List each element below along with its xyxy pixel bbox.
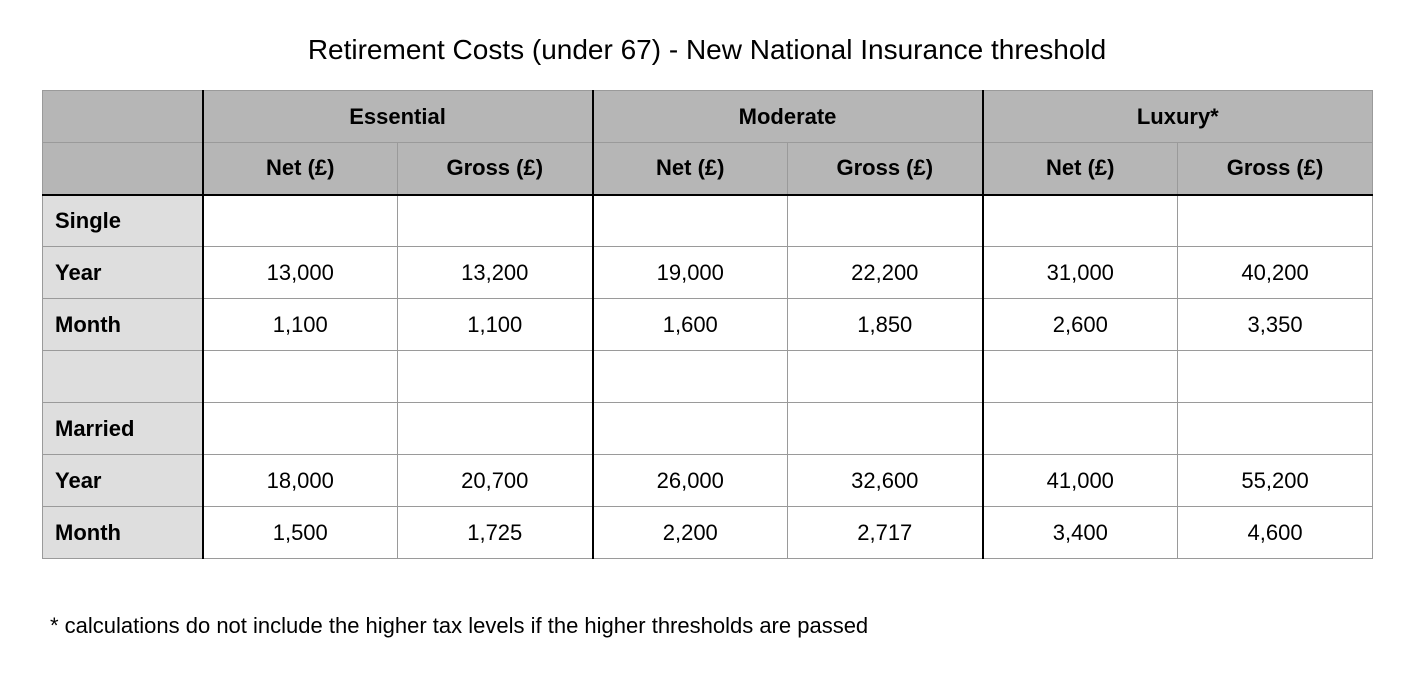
value-cell: 2,717: [788, 507, 983, 559]
value-cell: 3,350: [1178, 299, 1373, 351]
single-month-row: Month 1,100 1,100 1,600 1,850 2,600 3,35…: [43, 299, 1373, 351]
value-cell: 55,200: [1178, 455, 1373, 507]
empty-cell: [983, 195, 1178, 247]
empty-cell: [593, 351, 788, 403]
empty-cell: [203, 351, 398, 403]
empty-cell: [398, 403, 593, 455]
single-section-row: Single: [43, 195, 1373, 247]
empty-cell: [1178, 351, 1373, 403]
married-label: Married: [43, 403, 203, 455]
header-blank-2: [43, 143, 203, 195]
married-month-row: Month 1,500 1,725 2,200 2,717 3,400 4,60…: [43, 507, 1373, 559]
value-cell: 1,100: [398, 299, 593, 351]
married-year-row: Year 18,000 20,700 26,000 32,600 41,000 …: [43, 455, 1373, 507]
value-cell: 40,200: [1178, 247, 1373, 299]
empty-cell: [593, 195, 788, 247]
single-label: Single: [43, 195, 203, 247]
empty-cell: [1178, 195, 1373, 247]
header-luxury-net: Net (£): [983, 143, 1178, 195]
header-moderate: Moderate: [593, 91, 983, 143]
empty-cell: [43, 351, 203, 403]
header-essential-net: Net (£): [203, 143, 398, 195]
value-cell: 2,600: [983, 299, 1178, 351]
header-moderate-gross: Gross (£): [788, 143, 983, 195]
empty-cell: [398, 195, 593, 247]
value-cell: 19,000: [593, 247, 788, 299]
value-cell: 13,200: [398, 247, 593, 299]
value-cell: 32,600: [788, 455, 983, 507]
empty-cell: [1178, 403, 1373, 455]
year-label: Year: [43, 247, 203, 299]
month-label: Month: [43, 299, 203, 351]
value-cell: 26,000: [593, 455, 788, 507]
value-cell: 4,600: [1178, 507, 1373, 559]
value-cell: 1,725: [398, 507, 593, 559]
value-cell: 1,500: [203, 507, 398, 559]
empty-cell: [788, 351, 983, 403]
table-header-row-1: Essential Moderate Luxury*: [43, 91, 1373, 143]
header-moderate-net: Net (£): [593, 143, 788, 195]
retirement-costs-table: Essential Moderate Luxury* Net (£) Gross…: [42, 90, 1373, 559]
header-essential: Essential: [203, 91, 593, 143]
value-cell: 13,000: [203, 247, 398, 299]
value-cell: 1,850: [788, 299, 983, 351]
empty-cell: [203, 195, 398, 247]
value-cell: 3,400: [983, 507, 1178, 559]
value-cell: 1,100: [203, 299, 398, 351]
month-label: Month: [43, 507, 203, 559]
value-cell: 22,200: [788, 247, 983, 299]
empty-cell: [983, 351, 1178, 403]
footnote: * calculations do not include the higher…: [42, 613, 1372, 639]
empty-cell: [788, 403, 983, 455]
value-cell: 1,600: [593, 299, 788, 351]
header-blank: [43, 91, 203, 143]
empty-cell: [983, 403, 1178, 455]
single-year-row: Year 13,000 13,200 19,000 22,200 31,000 …: [43, 247, 1373, 299]
empty-cell: [398, 351, 593, 403]
header-luxury-gross: Gross (£): [1178, 143, 1373, 195]
spacer-row: [43, 351, 1373, 403]
header-essential-gross: Gross (£): [398, 143, 593, 195]
married-section-row: Married: [43, 403, 1373, 455]
page-title: Retirement Costs (under 67) - New Nation…: [42, 34, 1372, 66]
empty-cell: [593, 403, 788, 455]
header-luxury: Luxury*: [983, 91, 1373, 143]
year-label: Year: [43, 455, 203, 507]
value-cell: 41,000: [983, 455, 1178, 507]
empty-cell: [788, 195, 983, 247]
value-cell: 18,000: [203, 455, 398, 507]
value-cell: 2,200: [593, 507, 788, 559]
table-header-row-2: Net (£) Gross (£) Net (£) Gross (£) Net …: [43, 143, 1373, 195]
empty-cell: [203, 403, 398, 455]
value-cell: 20,700: [398, 455, 593, 507]
value-cell: 31,000: [983, 247, 1178, 299]
